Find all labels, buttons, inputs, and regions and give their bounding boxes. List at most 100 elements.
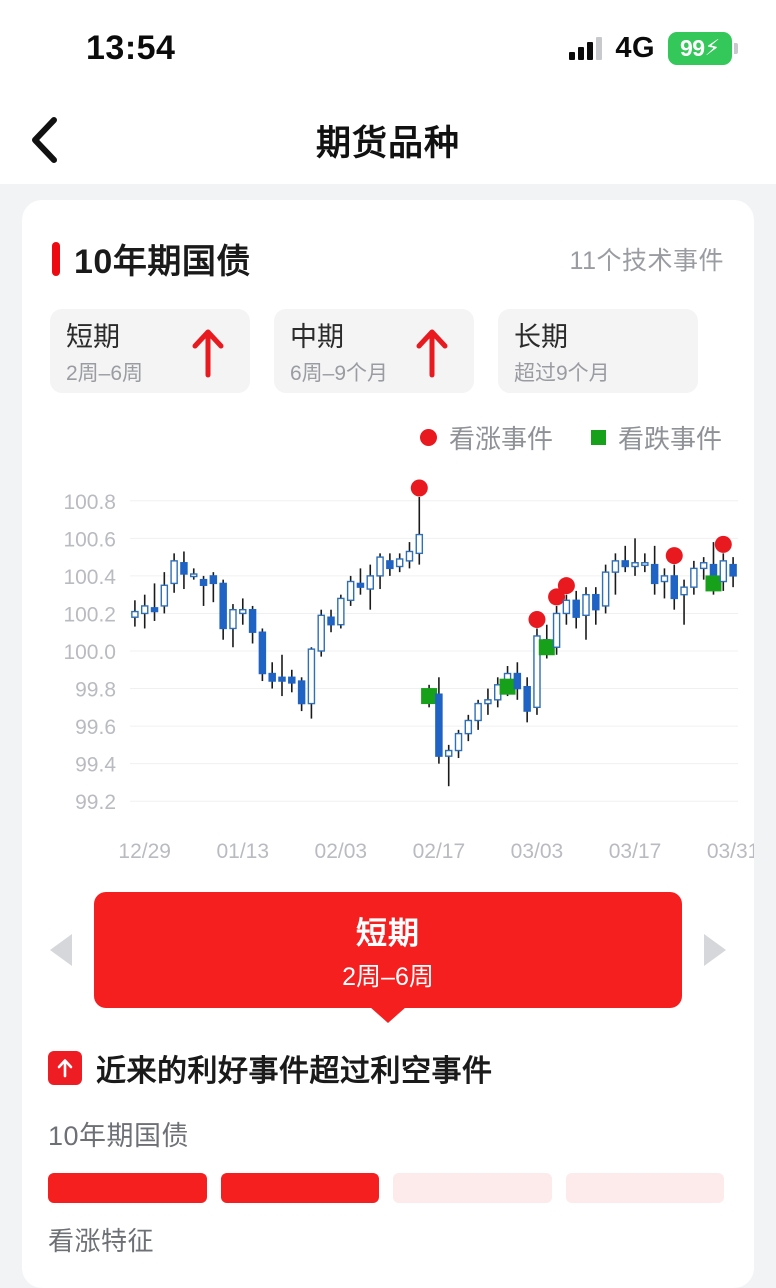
- period-chip-short[interactable]: 短期 2周–6周: [50, 309, 250, 393]
- candle-body-down: [219, 582, 227, 630]
- candle-body-up: [376, 556, 384, 577]
- candle-body-up: [160, 584, 169, 607]
- y-tick-label: 100.0: [63, 641, 116, 664]
- bullish-event-marker[interactable]: [714, 535, 732, 553]
- candle-body-down: [435, 693, 443, 757]
- signal-bars-icon: [569, 36, 603, 60]
- battery-bolt-icon: ⚡: [704, 35, 721, 60]
- candle-body-down: [288, 676, 296, 684]
- candle-body-up: [611, 560, 620, 573]
- arrow-up-icon: [192, 329, 224, 378]
- y-tick-label: 99.2: [75, 791, 116, 814]
- candle-body-down: [278, 676, 286, 682]
- candle-body-down: [621, 560, 629, 568]
- candle-body-down: [572, 599, 580, 618]
- battery-charging-icon: 99 ⚡: [668, 31, 738, 65]
- candle-body-up: [337, 597, 345, 626]
- chip-range-short: 2周–6周: [66, 362, 144, 386]
- y-tick-label: 100.4: [63, 566, 116, 589]
- carousel-prev-arrow-icon[interactable]: [50, 934, 72, 966]
- candle-body-up: [190, 573, 198, 578]
- candle-body-up: [239, 608, 247, 615]
- summary-headline: 近来的利好事件超过利空事件: [96, 1055, 493, 1088]
- bearish-event-marker[interactable]: [705, 575, 722, 592]
- x-tick-label: 12/29: [118, 840, 171, 863]
- candle-body-up: [699, 562, 708, 570]
- candle-body-up: [552, 612, 561, 648]
- legend-label-bullish: 看涨事件: [448, 424, 553, 454]
- candle-body-down: [248, 608, 257, 633]
- bearish-event-marker[interactable]: [499, 678, 516, 695]
- status-indicators: 4G 99 ⚡: [569, 31, 738, 65]
- x-tick-label: 03/03: [511, 840, 564, 863]
- candle-body-up: [395, 558, 404, 568]
- selected-period-banner[interactable]: 短期 2周–6周: [94, 892, 682, 1008]
- candle-body-down: [327, 616, 335, 626]
- page-body: 10年期国债 11个技术事件 短期 2周–6周 中期 6周–9个月: [0, 184, 776, 1288]
- candle-body-up: [690, 567, 698, 588]
- candle-body-down: [268, 672, 276, 682]
- nav-bar: 期货品种: [0, 96, 776, 184]
- candle-body-down: [199, 578, 208, 586]
- bearish-event-marker[interactable]: [421, 688, 438, 705]
- chip-name-short: 短期: [66, 322, 120, 352]
- bullish-event-marker[interactable]: [528, 610, 546, 628]
- back-button[interactable]: [16, 112, 72, 168]
- strength-bar-2: [220, 1173, 379, 1203]
- period-chip-mid[interactable]: 中期 6周–9个月: [274, 309, 474, 393]
- strength-bar-1: [48, 1173, 207, 1203]
- candle-body-up: [307, 648, 316, 705]
- x-tick-label: 01/13: [216, 840, 269, 863]
- period-chip-long[interactable]: 长期 超过9个月: [498, 309, 698, 393]
- candle-body-up: [680, 586, 688, 596]
- banner-title: 短期: [356, 915, 420, 951]
- bullish-event-marker[interactable]: [410, 479, 428, 497]
- legend-label-bearish: 看跌事件: [617, 424, 722, 454]
- bullish-event-marker[interactable]: [665, 547, 683, 565]
- chevron-left-icon: [32, 117, 57, 163]
- bearish-event-marker[interactable]: [538, 639, 555, 656]
- candle-body-up: [140, 605, 149, 615]
- candle-body-down: [209, 575, 218, 585]
- chip-name-long: 长期: [514, 322, 568, 352]
- candle-body-up: [484, 699, 492, 705]
- event-count-label: 11个技术事件: [569, 246, 724, 275]
- arrow-up-badge-icon: [48, 1051, 82, 1085]
- summary-section: 近来的利好事件超过利空事件 10年期国债 看涨特征: [22, 1016, 754, 1258]
- network-type-label: 4G: [615, 31, 655, 64]
- carousel-next-arrow-icon[interactable]: [704, 934, 726, 966]
- candle-body-down: [513, 672, 522, 690]
- arrow-up-icon: [416, 329, 448, 378]
- chart-canvas: 99.2 99.4 99.6 99.8 100.0 100.2 100.4 100.6 100.…: [63, 479, 754, 863]
- candle-body-up: [415, 533, 424, 555]
- candle-body-up: [346, 580, 355, 602]
- candle-body-up: [474, 702, 482, 722]
- strength-bar-3: [393, 1173, 552, 1203]
- candlestick-chart[interactable]: 99.2 99.4 99.6 99.8 100.0 100.2 100.4 100.6 100.…: [22, 468, 754, 868]
- candle-body-down: [297, 680, 306, 705]
- accent-bar-icon: [52, 241, 60, 276]
- candle-body-up: [631, 562, 639, 568]
- candle-body-up: [366, 575, 374, 590]
- x-tick-label: 03/17: [609, 840, 662, 863]
- y-tick-label: 99.6: [75, 716, 116, 739]
- candle-body-up: [562, 599, 571, 615]
- summary-headline-row: 近来的利好事件超过利空事件: [48, 1046, 724, 1090]
- bullish-event-marker[interactable]: [548, 588, 566, 606]
- y-tick-label: 100.2: [63, 603, 116, 626]
- y-tick-label: 99.4: [75, 754, 116, 777]
- candle-body-down: [150, 607, 159, 613]
- instrument-name: 10年期国债: [74, 243, 251, 281]
- candle-body-up: [229, 608, 237, 630]
- bullish-event-marker[interactable]: [557, 577, 575, 595]
- strength-bar-4: [565, 1173, 724, 1203]
- candle-body-up: [719, 560, 728, 583]
- chart-legend: 看涨事件 看跌事件: [22, 393, 754, 456]
- chip-name-mid: 中期: [290, 322, 344, 352]
- chip-range-long: 超过9个月: [514, 362, 610, 386]
- y-tick-label: 100.8: [63, 491, 116, 514]
- candle-body-down: [650, 563, 659, 585]
- candle-body-down: [670, 575, 678, 600]
- instrument-card: 10年期国债 11个技术事件 短期 2周–6周 中期 6周–9个月: [22, 200, 754, 1288]
